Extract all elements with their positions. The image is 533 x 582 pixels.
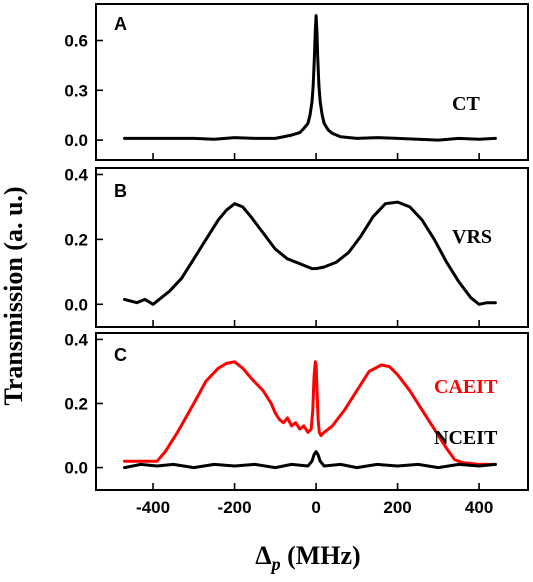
panel-A: 0.0 0.3 0.6 A CT <box>64 3 529 161</box>
y-axis-title: Transmission (a. u.) <box>0 186 28 405</box>
x-tick-label: -400 <box>136 498 170 517</box>
y-tick-label: 0.3 <box>64 81 88 100</box>
series-line-ct <box>123 14 497 142</box>
panel-letter: B <box>114 181 127 201</box>
series-line-caeit <box>123 360 497 466</box>
x-tick-label: 0 <box>311 498 320 517</box>
y-tick-label: 0.0 <box>64 459 88 478</box>
y-tick-label: 0.2 <box>64 394 88 413</box>
plot-frame <box>95 3 529 161</box>
x-axis-title-subscript: p <box>270 554 281 574</box>
series-line-nceit <box>123 450 497 470</box>
x-axis-title-unit: (MHz) <box>281 541 361 570</box>
y-tick-label: 0.0 <box>64 131 88 150</box>
x-axis-title-symbol: Δ <box>255 541 271 570</box>
y-tick-label: 0.6 <box>64 32 88 51</box>
series-label-nceit: NCEIT <box>434 427 498 449</box>
x-axis-title: Δp (MHz) <box>255 541 360 574</box>
series-label-ct: CT <box>452 93 480 115</box>
series-line-vrs <box>123 200 497 306</box>
series-label-caeit: CAEIT <box>434 376 498 398</box>
x-tick-label: 400 <box>465 498 493 517</box>
y-tick-label: 0.4 <box>64 330 88 349</box>
panel-B: 0.0 0.2 0.4 B VRS <box>64 165 529 328</box>
panel-C: -400 -200 0 200 400 0.0 0.2 0.4 C CAEIT NCEIT <box>64 330 529 517</box>
plot-frame <box>95 167 529 328</box>
panel-letter: C <box>114 345 127 365</box>
y-tick-label: 0.0 <box>64 295 88 314</box>
plot-frame <box>95 332 529 491</box>
x-tick-label: -200 <box>218 498 252 517</box>
y-tick-label: 0.4 <box>64 165 88 184</box>
panel-letter: A <box>114 14 127 34</box>
y-tick-label: 0.2 <box>64 230 88 249</box>
series-label-vrs: VRS <box>452 226 492 248</box>
x-tick-label: 200 <box>383 498 411 517</box>
